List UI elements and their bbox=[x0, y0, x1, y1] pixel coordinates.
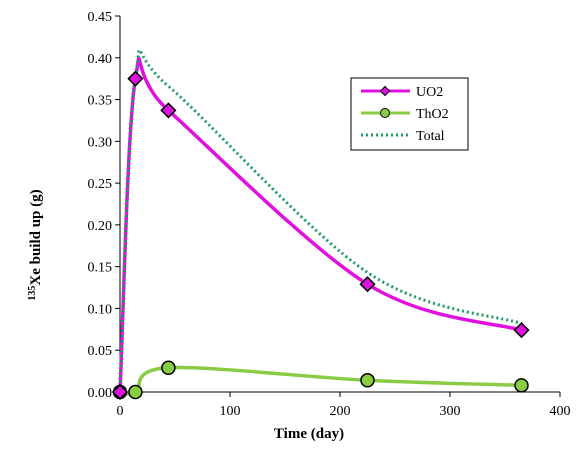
series-uo2-point bbox=[127, 70, 144, 87]
series-tho2-line bbox=[119, 365, 522, 396]
y-axis-title-main: Xe build up (g) bbox=[28, 189, 44, 285]
y-axis-title-superscript: 135 bbox=[27, 286, 38, 301]
y-tick-label: 0.05 bbox=[88, 344, 113, 359]
series-layer bbox=[111, 48, 530, 401]
y-tick-label: 0.00 bbox=[88, 386, 113, 401]
series-tho2-point bbox=[161, 360, 176, 376]
x-tick-label: 100 bbox=[220, 404, 241, 419]
series-uo2-point bbox=[160, 102, 177, 119]
y-tick-label: 0.40 bbox=[88, 52, 113, 67]
series-tho2-point bbox=[128, 384, 143, 400]
y-tick-label: 0.20 bbox=[88, 219, 113, 234]
y-axis-title: 135Xe build up (g) bbox=[27, 189, 44, 300]
series-tho2-point bbox=[360, 373, 375, 388]
legend-tho2-label: ThO2 bbox=[416, 107, 449, 122]
legend: UO2 ThO2 Total bbox=[350, 77, 469, 151]
x-tick-label: 200 bbox=[330, 404, 351, 419]
legend-uo2-label: UO2 bbox=[416, 85, 443, 100]
y-tick-label: 0.35 bbox=[88, 94, 113, 109]
series-total-line bbox=[118, 48, 522, 393]
x-axis: 0 100 200 300 400 bbox=[117, 391, 571, 419]
series-uo2-point bbox=[111, 383, 129, 401]
y-tick-label: 0.45 bbox=[88, 10, 113, 25]
legend-tho2-marker bbox=[380, 108, 390, 118]
x-axis-title: Time (day) bbox=[274, 426, 344, 442]
x-tick-label: 400 bbox=[550, 404, 571, 419]
legend-uo2-marker bbox=[379, 85, 391, 97]
y-tick-label: 0.30 bbox=[88, 135, 113, 150]
legend-total-label: Total bbox=[416, 129, 445, 144]
y-tick-label: 0.10 bbox=[88, 302, 113, 317]
y-tick-label: 0.25 bbox=[88, 177, 113, 192]
y-tick-label: 0.15 bbox=[88, 261, 113, 276]
x-tick-label: 0 bbox=[117, 404, 124, 419]
x-tick-label: 300 bbox=[440, 404, 461, 419]
series-uo2-point bbox=[513, 322, 530, 339]
series-tho2-point bbox=[514, 378, 529, 393]
y-axis: 0.00 0.05 0.10 0.15 0.20 0.25 0.30 0.35 0.40 0.45 bbox=[88, 10, 121, 401]
series-uo2-point bbox=[359, 276, 376, 293]
